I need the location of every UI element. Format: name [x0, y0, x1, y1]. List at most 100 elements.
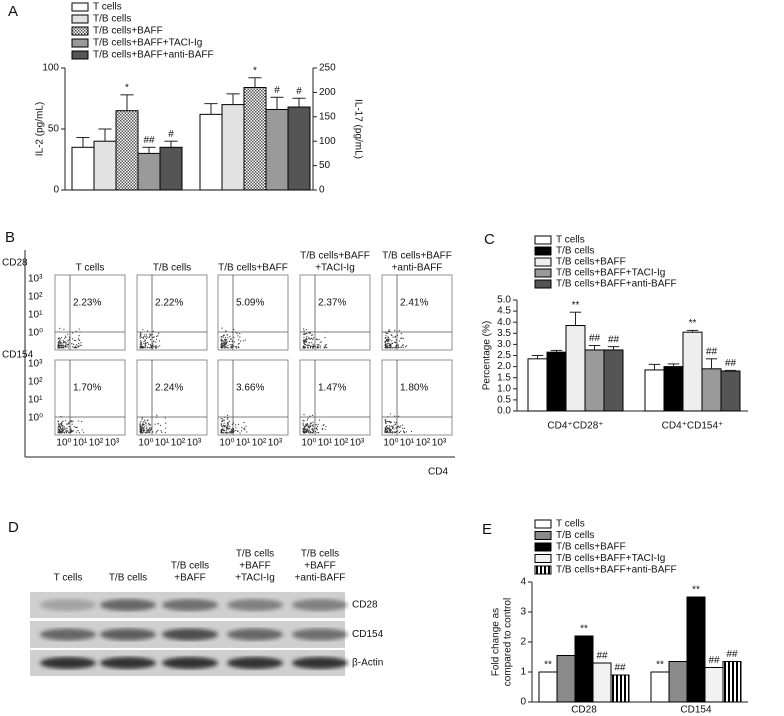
event-dot [386, 340, 388, 343]
blot-band [227, 657, 283, 669]
significance-mark: ** [544, 660, 552, 671]
event-dot [141, 424, 144, 426]
x-tick-label: 10¹ [73, 438, 88, 449]
error-bar [705, 358, 718, 369]
event-dot [220, 432, 222, 434]
event-dot [63, 341, 65, 344]
event-dot [153, 346, 155, 348]
event-dot [228, 420, 230, 423]
event-dot [309, 426, 312, 428]
event-dot [226, 431, 228, 433]
event-dot [389, 425, 391, 427]
event-dot [400, 333, 403, 335]
event-dot [147, 422, 150, 424]
event-dot [74, 345, 76, 347]
column-header: T/B cells+BAFF [300, 251, 370, 262]
y-tick-label: 10³ [28, 359, 43, 370]
event-dot [144, 343, 146, 345]
event-dot [231, 427, 234, 430]
event-dot [312, 339, 314, 341]
event-dot [223, 334, 225, 336]
event-dot [164, 432, 166, 434]
event-dot [396, 425, 399, 428]
event-dot [305, 423, 307, 426]
event-dot [60, 423, 62, 425]
event-dot [63, 426, 65, 428]
event-dot [303, 346, 305, 348]
event-dot [141, 429, 143, 432]
event-dot [391, 427, 394, 430]
event-dot [141, 426, 143, 428]
row-label: CD154 [2, 350, 34, 361]
event-dot [238, 339, 240, 341]
event-dot [403, 430, 405, 432]
event-dot [158, 332, 160, 334]
legend-swatch [534, 554, 552, 563]
event-dot [311, 414, 314, 416]
event-dot [152, 431, 154, 433]
event-dot [65, 336, 67, 339]
event-dot [149, 427, 151, 429]
event-dot [392, 432, 394, 434]
event-dot [396, 431, 398, 433]
event-dot [400, 347, 402, 349]
event-dot [62, 339, 64, 341]
event-dot [143, 340, 145, 343]
event-dot [161, 431, 163, 433]
significance-mark: ## [708, 655, 720, 666]
event-dot [307, 347, 309, 349]
event-dot [69, 430, 71, 432]
event-dot [78, 342, 80, 344]
event-dot [67, 344, 69, 346]
blot-band [40, 599, 96, 611]
legend-swatch [534, 246, 552, 256]
event-dot [143, 431, 145, 433]
error-bar [686, 329, 699, 333]
event-dot [229, 338, 232, 340]
event-dot [303, 339, 306, 341]
event-dot [225, 341, 228, 343]
event-dot [145, 335, 147, 338]
event-dot [312, 337, 315, 339]
event-dot [396, 334, 399, 337]
event-dot [159, 345, 161, 347]
event-dot [302, 430, 305, 432]
legend-label: T/B cells [93, 14, 131, 25]
event-dot [227, 426, 229, 428]
y-tick-label: 0 [520, 697, 526, 708]
event-dot [224, 342, 226, 345]
event-dot [226, 346, 228, 349]
event-dot [303, 336, 305, 338]
event-dot [395, 344, 398, 346]
event-dot [74, 346, 77, 348]
event-dot [64, 341, 66, 343]
event-dot [302, 427, 304, 429]
event-dot [72, 420, 74, 422]
bar [682, 331, 703, 412]
column-header: T/B cells [109, 573, 147, 584]
event-dot [245, 425, 247, 427]
event-dot [230, 430, 232, 432]
legend-swatch [534, 268, 552, 278]
event-dot [145, 342, 147, 344]
event-dot [308, 342, 311, 344]
event-dot [147, 336, 149, 338]
gate-percentage: 2.37% [318, 298, 346, 309]
event-dot [389, 330, 391, 332]
event-dot [230, 432, 232, 434]
event-dot [235, 331, 237, 334]
event-dot [235, 346, 237, 348]
event-dot [153, 340, 155, 343]
blot-band [227, 628, 283, 641]
event-dot [142, 337, 144, 339]
event-dot [227, 423, 229, 425]
event-dot [305, 429, 307, 432]
event-dot [58, 342, 60, 344]
column-header: T/B cells+BAFF [218, 263, 288, 274]
event-dot [387, 429, 389, 431]
event-dot [305, 428, 307, 430]
event-dot [222, 340, 224, 342]
gate-percentage: 1.70% [73, 383, 101, 394]
event-dot [386, 338, 389, 340]
plot-frame [54, 359, 126, 436]
